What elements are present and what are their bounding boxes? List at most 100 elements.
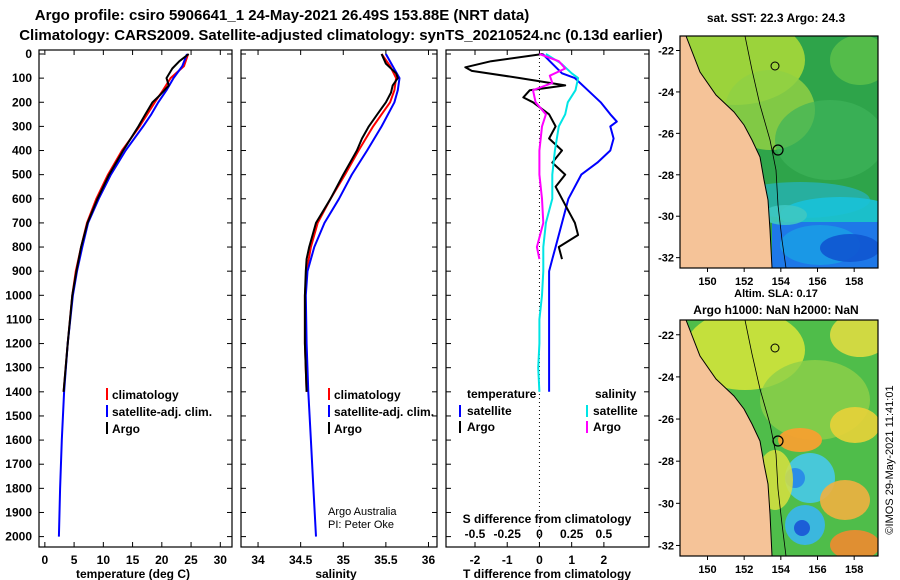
- depth-tick-label: 1400: [5, 385, 32, 399]
- difference-legend: temperature salinity satellite Argo sate…: [459, 387, 638, 434]
- lon-tick-label: 156: [808, 276, 826, 288]
- depth-tick-label: 500: [12, 168, 32, 182]
- s-diff-tick-label: 0: [536, 527, 543, 541]
- x-tick-label: 25: [184, 553, 198, 567]
- depth-tick-label: 1000: [5, 288, 32, 302]
- temperature-panel-frame: [38, 49, 233, 548]
- s-diff-tick-label: 0.5: [596, 527, 613, 541]
- sla-map-title: Argo h1000: NaN h2000: NaN: [693, 303, 858, 317]
- s-diff-tick-label: -0.25: [494, 527, 522, 541]
- x-tick-label: 20: [155, 553, 169, 567]
- series-line-t-satellite: [541, 53, 618, 392]
- legend-satellite-label: satellite-adj. clim.: [334, 405, 434, 419]
- credit-line2: PI: Peter Oke: [328, 519, 394, 531]
- lon-tick-label: 152: [735, 276, 753, 288]
- legend-t-argo-label: Argo: [467, 420, 495, 434]
- x-tick-label: 35: [337, 553, 351, 567]
- salinity-axis-label: salinity: [315, 567, 357, 580]
- depth-tick-label: 400: [12, 144, 32, 158]
- lat-tick-label: -32: [658, 253, 674, 265]
- temperature-legend: climatology satellite-adj. clim. Argo: [106, 388, 212, 436]
- temperature-series-group: [57, 53, 190, 537]
- series-line-t-argo: [464, 53, 580, 260]
- plot-ticks: [39, 50, 649, 547]
- lon-tick-label: 154: [772, 276, 791, 288]
- x-tick-label: -2: [470, 553, 481, 567]
- sst-profile-location-marker: [772, 144, 784, 156]
- altim-sla-label: Altim. SLA: 0.17: [734, 288, 818, 300]
- sla-map: [680, 320, 878, 556]
- depth-tick-label: 0: [25, 47, 32, 61]
- x-tick-label: 2: [601, 553, 608, 567]
- legend-climatology-label: climatology: [112, 388, 179, 402]
- sst-map-ticks: -22 -24 -26 -28 -30 -32 150 152 154 156 158: [658, 46, 863, 289]
- sla-map-ticks: -22 -24 -26 -28 -30 -32 150 152 154 156 158: [658, 330, 863, 576]
- temperature-axis-label: temperature (deg C): [76, 567, 190, 580]
- lon-tick-label: 150: [698, 564, 716, 576]
- depth-tick-label: 200: [12, 95, 32, 109]
- series-line-s-argo: [532, 53, 567, 260]
- depth-tick-label: 1800: [5, 481, 32, 495]
- series-line-satellite-adj-clim-: [304, 53, 401, 537]
- lat-tick-label: -24: [658, 372, 675, 384]
- x-tick-labels: 0 5 10 15 20 25 30 34 34.5 35 35.5 36 -2 -1 0 1 2 -0.5 -0.…: [42, 527, 613, 567]
- sst-map-frame: [679, 35, 879, 269]
- legend-temperature-header: temperature: [467, 387, 537, 401]
- series-line-satellite-adj-clim-: [57, 53, 188, 537]
- legend-s-satellite-label: satellite: [593, 404, 638, 418]
- lon-tick-label: 152: [735, 564, 753, 576]
- depth-tick-label: 900: [12, 264, 32, 278]
- depth-tick-label: 800: [12, 240, 32, 254]
- series-line-argo: [62, 53, 190, 392]
- x-tick-label: 30: [214, 553, 228, 567]
- figure-title-line2: Climatology: CARS2009. Satellite-adjuste…: [19, 27, 663, 44]
- sst-map: [680, 36, 878, 268]
- copyright-stamp: ©IMOS 29-May-2021 11:41:01: [884, 385, 896, 534]
- x-tick-label: 5: [71, 553, 78, 567]
- lon-tick-label: 156: [808, 564, 826, 576]
- lat-tick-label: -28: [658, 170, 674, 182]
- series-line-climatology: [62, 53, 190, 392]
- lon-tick-label: 150: [698, 276, 716, 288]
- depth-tick-label: 700: [12, 216, 32, 230]
- sla-map-frame: [679, 319, 879, 557]
- legend-s-argo-label: Argo: [593, 420, 621, 434]
- series-line-argo: [303, 53, 399, 392]
- sla-map-land: [680, 320, 772, 556]
- depth-tick-label: 1100: [6, 312, 32, 326]
- lat-tick-label: -26: [658, 128, 674, 140]
- depth-tick-label: 1300: [5, 361, 32, 375]
- lon-tick-label: 154: [772, 564, 791, 576]
- depth-tick-label: 600: [12, 192, 32, 206]
- legend-salinity-header: salinity: [595, 387, 637, 401]
- lat-tick-label: -22: [658, 46, 674, 58]
- legend-t-satellite-label: satellite: [467, 404, 512, 418]
- sla-profile-location-marker: [772, 435, 784, 447]
- t-difference-axis-label: T difference from climatology: [463, 567, 631, 580]
- depth-tick-label: 1500: [5, 409, 32, 423]
- lat-tick-label: -26: [658, 414, 674, 426]
- lat-tick-label: -24: [658, 87, 675, 99]
- x-tick-label: 0: [42, 553, 49, 567]
- legend-argo-label: Argo: [334, 422, 362, 436]
- legend-satellite-label: satellite-adj. clim.: [112, 405, 212, 419]
- x-tick-label: 35.5: [374, 553, 398, 567]
- depth-tick-label: 2000: [5, 530, 32, 544]
- x-tick-label: 0: [536, 553, 543, 567]
- x-tick-label: 34.5: [289, 553, 313, 567]
- depth-tick-label: 1900: [5, 505, 32, 519]
- difference-series-group: [464, 53, 618, 392]
- lat-tick-label: -32: [658, 540, 674, 552]
- depth-tick-label: 300: [12, 119, 32, 133]
- x-tick-label: 36: [422, 553, 436, 567]
- depth-tick-label: 100: [12, 71, 32, 85]
- sst-map-title: sat. SST: 22.3 Argo: 24.3: [707, 11, 846, 25]
- legend-climatology-label: climatology: [334, 388, 401, 402]
- sst-map-land: [680, 36, 772, 268]
- salinity-panel-frame: [240, 49, 438, 548]
- depth-tick-label: 1700: [5, 457, 32, 471]
- series-line-s-satellite: [537, 53, 580, 392]
- lat-tick-label: -22: [658, 330, 674, 342]
- figure-title-line1: Argo profile: csiro 5906641_1 24-May-202…: [35, 7, 529, 24]
- lat-tick-label: -30: [658, 498, 674, 510]
